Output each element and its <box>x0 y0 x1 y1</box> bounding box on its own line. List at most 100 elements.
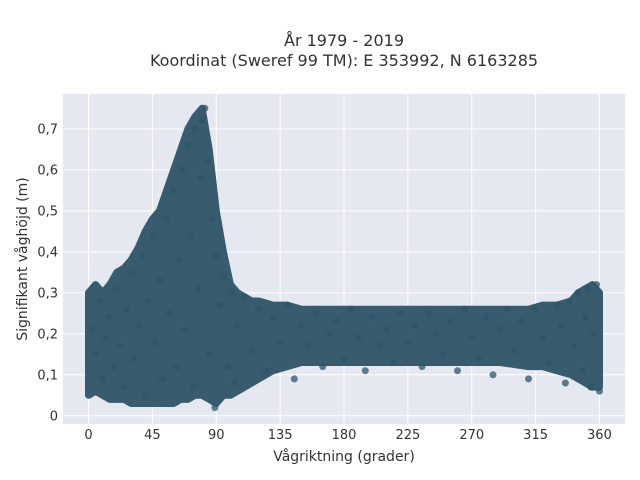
data-point <box>208 215 216 223</box>
data-point <box>141 391 149 399</box>
data-point <box>113 285 121 293</box>
data-point <box>211 404 219 412</box>
y-tick-label: 0 <box>50 409 58 424</box>
y-tick-label: 0,4 <box>37 245 58 260</box>
data-point <box>570 342 578 350</box>
data-point <box>347 305 355 313</box>
data-point <box>333 318 341 325</box>
data-point <box>99 375 107 383</box>
data-point <box>326 330 334 338</box>
data-point <box>130 354 138 362</box>
data-point <box>204 158 212 166</box>
data-points <box>87 104 603 412</box>
data-point <box>510 346 518 354</box>
data-point <box>116 342 124 350</box>
data-point <box>539 334 547 342</box>
x-axis-label: Vågriktning (grader) <box>273 448 415 465</box>
x-tick-label: 45 <box>144 428 161 443</box>
data-point <box>557 322 565 330</box>
data-point <box>231 379 239 387</box>
data-point <box>581 313 589 321</box>
data-point <box>297 322 305 330</box>
data-point <box>158 375 166 383</box>
data-point <box>532 305 540 313</box>
data-point <box>418 363 426 371</box>
data-point <box>110 363 118 371</box>
y-tick-label: 0,5 <box>37 204 58 219</box>
data-point <box>368 313 376 321</box>
data-point <box>181 326 189 334</box>
grid-lines <box>63 94 625 424</box>
x-tick-label: 135 <box>268 428 293 443</box>
y-tick-label: 0,7 <box>37 122 58 137</box>
data-point <box>454 367 461 375</box>
x-tick-label: 315 <box>523 428 548 443</box>
data-point <box>425 309 433 317</box>
data-point <box>361 367 369 375</box>
y-tick-label: 0,2 <box>37 327 58 342</box>
data-point <box>397 309 405 317</box>
data-point <box>312 309 320 317</box>
data-point <box>156 277 163 284</box>
data-point <box>525 375 532 383</box>
data-point <box>432 330 440 338</box>
data-point <box>224 363 232 371</box>
data-point <box>144 297 152 305</box>
data-point <box>163 215 171 223</box>
x-tick-label: 180 <box>332 428 357 443</box>
data-point <box>148 231 156 239</box>
data-point <box>262 367 270 375</box>
data-point <box>187 231 195 239</box>
data-point <box>212 252 220 260</box>
data-point <box>96 297 104 305</box>
data-point <box>248 346 256 354</box>
y-axis-label: Signifikant våghöjd (m) <box>14 177 31 340</box>
y-tick-label: 0,3 <box>37 286 58 301</box>
y-tick-label: 0,1 <box>37 368 58 383</box>
data-point <box>578 367 586 375</box>
data-point <box>305 342 312 350</box>
x-tick-label: 225 <box>395 428 420 443</box>
data-point <box>584 285 592 293</box>
data-point <box>191 125 199 133</box>
data-point <box>593 281 601 289</box>
y-tick-label: 0,6 <box>37 163 58 178</box>
data-point <box>574 289 582 297</box>
data-point <box>517 318 525 325</box>
data-point <box>194 285 202 293</box>
data-point <box>461 305 469 313</box>
data-point <box>198 117 206 125</box>
data-point <box>276 338 284 346</box>
data-point <box>404 338 412 346</box>
data-point <box>411 322 419 330</box>
y-axis-ticks: 0 0,1 0,2 0,3 0,4 0,5 0,6 0,7 <box>37 122 58 424</box>
data-point <box>468 334 476 342</box>
data-point <box>503 305 511 313</box>
data-point <box>269 313 277 321</box>
data-point <box>255 305 263 313</box>
data-point <box>596 387 603 395</box>
data-point <box>283 301 291 309</box>
data-point <box>151 338 159 346</box>
x-tick-label: 270 <box>459 428 484 443</box>
data-point <box>205 350 213 358</box>
chart-title: År 1979 - 2019 <box>284 31 404 50</box>
data-point <box>173 363 180 371</box>
data-point <box>319 363 327 371</box>
data-point <box>475 354 483 362</box>
data-point <box>241 293 249 301</box>
data-point <box>123 305 131 313</box>
data-point <box>587 383 595 391</box>
x-tick-label: 360 <box>587 428 612 443</box>
data-point <box>120 383 128 391</box>
data-point <box>175 256 183 264</box>
data-point <box>446 318 454 325</box>
data-point <box>217 301 224 309</box>
data-point <box>376 342 383 350</box>
data-point <box>482 313 490 321</box>
data-point <box>219 272 227 280</box>
data-point <box>439 350 447 358</box>
data-point <box>87 326 95 334</box>
data-point <box>489 371 497 379</box>
